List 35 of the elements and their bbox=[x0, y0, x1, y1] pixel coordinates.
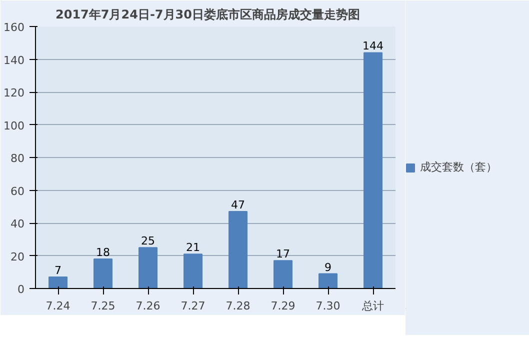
legend-label: 成交套数（套） bbox=[420, 160, 497, 174]
y-tick-label: 140 bbox=[4, 54, 25, 67]
y-tick-label: 40 bbox=[10, 218, 25, 230]
data-label: 21 bbox=[186, 241, 200, 254]
y-tick-label: 60 bbox=[10, 184, 25, 198]
x-tick-label: 7.24 bbox=[46, 300, 70, 312]
bar bbox=[184, 254, 202, 288]
x-tick-label: 总计 bbox=[361, 300, 384, 312]
data-label: 47 bbox=[231, 198, 245, 212]
bar bbox=[48, 276, 68, 288]
x-tick-label: 7.30 bbox=[316, 300, 340, 312]
data-label: 144 bbox=[362, 40, 384, 53]
bar bbox=[94, 258, 112, 288]
data-label: 18 bbox=[96, 246, 110, 260]
y-tick-label: 120 bbox=[4, 86, 25, 100]
data-label: 25 bbox=[141, 234, 155, 248]
data-label: 17 bbox=[276, 248, 290, 261]
y-tick-label: 160 bbox=[4, 21, 25, 34]
x-tick-label: 7.26 bbox=[136, 300, 160, 312]
data-label: 7 bbox=[54, 264, 62, 278]
bar bbox=[274, 260, 292, 288]
bar bbox=[138, 247, 158, 288]
x-tick-label: 7.28 bbox=[226, 300, 250, 312]
x-tick-label: 7.27 bbox=[180, 300, 206, 312]
bar bbox=[228, 211, 248, 288]
y-tick-label: 80 bbox=[10, 152, 25, 165]
y-tick-label: 100 bbox=[4, 119, 25, 132]
x-tick-label: 7.25 bbox=[90, 300, 116, 312]
x-tick-label: 7.29 bbox=[270, 300, 296, 312]
bar bbox=[318, 273, 338, 288]
y-tick-label: 20 bbox=[10, 250, 25, 264]
bar bbox=[364, 52, 382, 288]
y-tick-label: 0 bbox=[18, 283, 24, 296]
data-label: 9 bbox=[324, 260, 332, 274]
chart-title: 2017年7月24日-7月30日娄底市区商品房成交量走势图 bbox=[56, 8, 360, 22]
